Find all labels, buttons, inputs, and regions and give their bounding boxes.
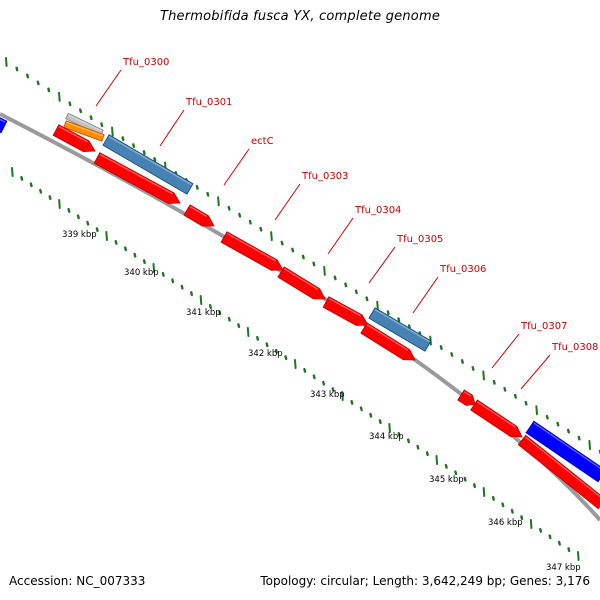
tick-label: 343 kbp [310, 390, 345, 400]
gene-label-7: Tfu_0306 [412, 264, 486, 314]
cds-blue-right [525, 420, 600, 483]
gene-label-1: Tfu_0300 [95, 57, 169, 107]
dotted-track-upper [5, 57, 600, 455]
cds-steelblue-2 [368, 307, 432, 352]
gene-leader-line [520, 354, 551, 390]
accession-text: Accession: NC_007333 [9, 574, 146, 588]
cds-red-5 [277, 266, 326, 300]
gene-label-text: Tfu_0306 [439, 264, 486, 275]
cds-red-7 [360, 322, 416, 361]
tick-labels: 339 kbp 340 kbp 341 kbp 342 kbp 343 kbp 344 k… [62, 230, 581, 573]
tick-label: 346 kbp [488, 518, 523, 528]
cds-red-10 [517, 434, 600, 510]
gene-leader-line [223, 148, 250, 186]
gene-label-text: Tfu_0307 [520, 321, 567, 332]
cds-red-4 [220, 231, 284, 271]
gene-label-text: Tfu_0303 [301, 171, 348, 182]
gene-leader-line [491, 333, 520, 369]
tick-label: 341 kbp [186, 308, 221, 318]
gene-label-3: ectC [223, 136, 274, 186]
gene-label-2: Tfu_0301 [159, 97, 232, 147]
cds-red-6 [322, 296, 369, 326]
cds-blue-left [0, 113, 8, 134]
gene-leader-line [159, 109, 185, 147]
gene-label-text: Tfu_0301 [185, 97, 232, 108]
feature-arrows [0, 112, 600, 510]
gene-label-text: Tfu_0300 [122, 57, 169, 68]
gene-label-4: Tfu_0303 [274, 171, 348, 221]
cds-red-8 [457, 389, 476, 406]
tick-label: 339 kbp [62, 230, 97, 240]
gc-dotted-tracks [5, 57, 600, 561]
dotted-track-lower [11, 167, 580, 561]
tick-label: 342 kbp [248, 349, 283, 359]
gene-label-text: ectC [251, 136, 274, 147]
cds-red-9 [470, 399, 523, 438]
gene-leader-line [274, 183, 301, 221]
gene-label-5: Tfu_0304 [327, 205, 401, 255]
cds-red-1 [52, 124, 96, 152]
cds-red-2 [93, 152, 181, 204]
topology-text: Topology: circular; Length: 3,642,249 bp… [260, 574, 590, 588]
gene-labels: Tfu_0300 Tfu_0301 ectC Tfu_0303 Tfu_0304 Tfu_… [95, 57, 598, 390]
gene-label-8: Tfu_0307 [491, 321, 567, 369]
tick-label: 345 kbp [429, 475, 464, 485]
cds-red-3 [183, 204, 215, 227]
tick-label: 340 kbp [124, 268, 159, 278]
gene-label-text: Tfu_0304 [354, 205, 401, 216]
tick-label: 344 kbp [369, 432, 404, 442]
gene-leader-line [412, 276, 439, 314]
gene-leader-line [95, 69, 122, 107]
cds-orange [63, 120, 105, 142]
backbone-line [0, 112, 600, 522]
gene-label-6: Tfu_0305 [368, 234, 443, 284]
gene-leader-line [327, 217, 354, 255]
gene-label-9: Tfu_0308 [520, 342, 598, 390]
gene-leader-line [368, 246, 396, 284]
tick-label: 347 kbp [546, 563, 581, 573]
cds-steelblue-1 [102, 134, 194, 195]
map-title: Thermobifida fusca YX, complete genome [159, 9, 441, 24]
gene-label-text: Tfu_0308 [551, 342, 598, 353]
gene-label-text: Tfu_0305 [396, 234, 443, 245]
